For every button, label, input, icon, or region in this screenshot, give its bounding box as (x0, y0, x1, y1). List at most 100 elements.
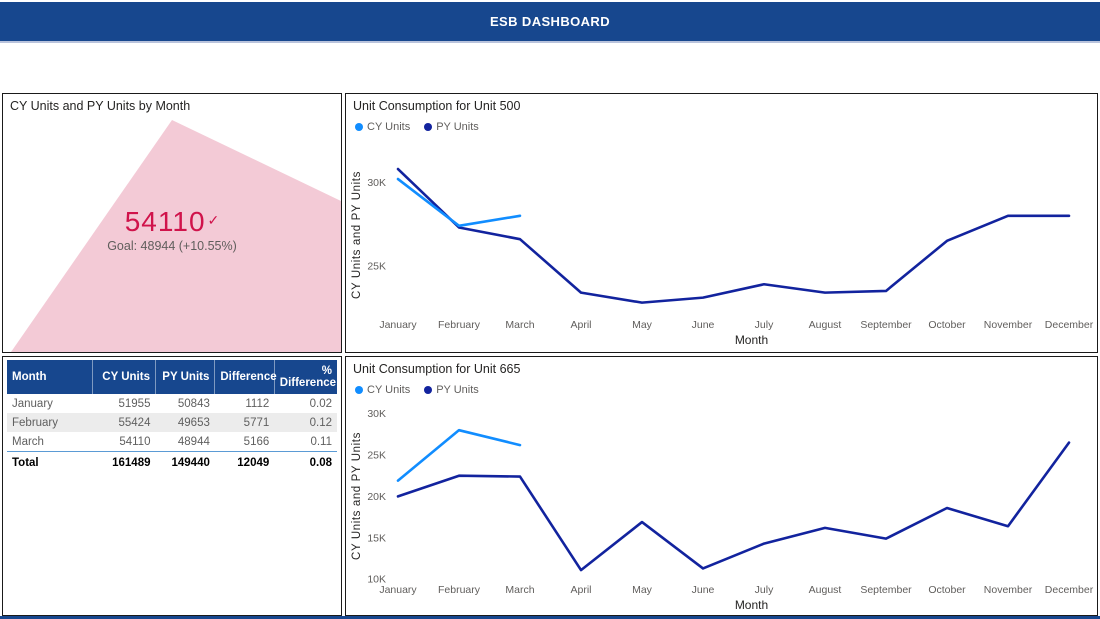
legend-label: PY Units (436, 384, 479, 396)
table-row[interactable]: January 51955 50843 1112 0.02 (7, 394, 337, 413)
kpi-goal-text: Goal: 48944 (+10.55%) (107, 239, 237, 253)
line-chart-plot[interactable]: 25K 30K CY Units and PY Units January Februa… (346, 94, 1097, 352)
legend-dot-icon (424, 123, 433, 131)
axis-tick-label: August (809, 319, 842, 331)
axis-tick-label: 15K (367, 532, 386, 544)
header-bar: ESB DASHBOARD (0, 2, 1100, 43)
axis-tick-label: April (570, 584, 591, 596)
series-line-cy-units[interactable] (396, 428, 522, 482)
table-total-row[interactable]: Total 161489 149440 12049 0.08 (7, 452, 337, 473)
axis-tick-label: July (755, 584, 774, 596)
kpi-value-block: 54110 ✓ Goal: 48944 (+10.55%) (3, 206, 341, 253)
series-line-py-units[interactable] (396, 167, 1071, 304)
axis-tick-label: January (379, 319, 417, 331)
table-row[interactable]: February 55424 49653 5771 0.12 (7, 413, 337, 432)
row-value-cell: 0.08 (309, 456, 332, 469)
kpi-title: CY Units and PY Units by Month (10, 99, 191, 113)
axis-title: CY Units and PY Units (351, 171, 363, 299)
legend-item-cy-units[interactable]: CY Units (355, 121, 410, 133)
chart-title: Unit Consumption for Unit 665 (353, 362, 521, 376)
column-header-difference[interactable]: Difference (214, 360, 277, 394)
axis-tick-label: May (632, 319, 653, 331)
page-title: ESB DASHBOARD (489, 14, 611, 29)
axis-tick-label: June (692, 319, 715, 331)
axis-tick-label: January (379, 584, 417, 596)
row-value-cell: 0.12 (274, 413, 337, 432)
series-line-py-units[interactable] (396, 441, 1071, 572)
table-visual[interactable]: Month CY Units PY Units Difference % Dif… (2, 356, 342, 616)
axis-tick-label: September (860, 584, 912, 596)
axis-title: CY Units and PY Units (351, 432, 363, 560)
axis-tick-label: August (809, 584, 842, 596)
axis-tick-label: October (928, 319, 966, 331)
legend-dot-icon (355, 386, 363, 394)
row-value-cell: 149440 (171, 456, 210, 469)
check-icon: ✓ (207, 212, 220, 228)
line-chart-plot[interactable]: 10K 15K 20K 25K 30K CY Units and PY Units Janu… (346, 357, 1097, 615)
row-value-cell: 5166 (214, 432, 275, 452)
row-value-cell: 54110 (92, 432, 156, 452)
legend-label: CY Units (367, 121, 411, 133)
axis-tick-label: December (1045, 584, 1094, 596)
axis-tick-label: April (570, 319, 591, 331)
legend-label: CY Units (367, 384, 411, 396)
axis-tick-label: 10K (367, 574, 386, 586)
chart-title: Unit Consumption for Unit 500 (353, 99, 521, 113)
axis-tick-label: October (928, 584, 966, 596)
axis-tick-label: November (984, 319, 1033, 331)
chart-unit-500[interactable]: Unit Consumption for Unit 500 CY Units PY… (345, 93, 1098, 353)
bottom-accent-strip (0, 616, 1100, 619)
axis-tick-label: June (692, 584, 715, 596)
kpi-trend-area (11, 120, 341, 352)
chart-unit-665[interactable]: Unit Consumption for Unit 665 CY Units PY… (345, 356, 1098, 616)
axis-tick-label: December (1045, 319, 1094, 331)
column-header-cy-units[interactable]: CY Units (92, 360, 156, 394)
row-value-cell: 5771 (214, 413, 275, 432)
axis-tick-label: February (438, 584, 481, 596)
axis-tick-label: 30K (367, 408, 386, 420)
axis-tick-label: February (438, 319, 481, 331)
chart-legend: CY Units PY Units (355, 121, 479, 133)
row-value-cell: 50843 (177, 397, 210, 410)
axis-tick-label: July (755, 319, 774, 331)
axis-tick-label: March (505, 319, 534, 331)
kpi-value: 54110 (124, 206, 206, 237)
units-table: Month CY Units PY Units Difference % Dif… (7, 360, 337, 472)
row-value-cell: 1112 (245, 397, 270, 410)
table-row[interactable]: March 54110 48944 5166 0.11 (7, 432, 337, 452)
axis-tick-label: March (505, 584, 534, 596)
column-header-pct-difference[interactable]: % Difference (274, 360, 337, 394)
column-header-py-units[interactable]: PY Units (155, 360, 216, 394)
axis-tick-label: September (860, 319, 912, 331)
row-label-cell: January (12, 397, 53, 410)
row-value-cell: 0.02 (309, 397, 332, 410)
axis-tick-label: 20K (367, 491, 386, 503)
kpi-visual[interactable]: CY Units and PY Units by Month 54110 ✓ Go… (2, 93, 342, 353)
row-label-cell: Total (12, 456, 39, 469)
row-value-cell: 12049 (237, 456, 270, 469)
legend-item-py-units[interactable]: PY Units (424, 121, 479, 133)
row-value-cell: 51955 (118, 397, 151, 410)
row-value-cell: 49653 (155, 413, 215, 432)
row-label-cell: February (7, 413, 93, 432)
row-label-cell: March (7, 432, 93, 452)
axis-tick-label: November (984, 584, 1033, 596)
legend-dot-icon (424, 386, 433, 394)
chart-legend: CY Units PY Units (355, 384, 479, 396)
axis-title: Month (735, 333, 768, 347)
row-value-cell: 48944 (155, 432, 215, 452)
legend-item-py-units[interactable]: PY Units (424, 384, 479, 396)
table-header-row: Month CY Units PY Units Difference % Dif… (7, 360, 337, 394)
series-line-cy-units[interactable] (396, 177, 522, 228)
column-header-month[interactable]: Month (7, 360, 94, 394)
axis-tick-label: May (632, 584, 653, 596)
legend-item-cy-units[interactable]: CY Units (355, 384, 410, 396)
legend-dot-icon (355, 123, 363, 131)
row-value-cell: 161489 (112, 456, 151, 469)
axis-tick-label: 25K (367, 260, 386, 272)
axis-title: Month (735, 598, 768, 612)
axis-tick-label: 30K (367, 177, 386, 189)
legend-label: PY Units (436, 121, 479, 133)
row-value-cell: 0.11 (274, 432, 337, 452)
